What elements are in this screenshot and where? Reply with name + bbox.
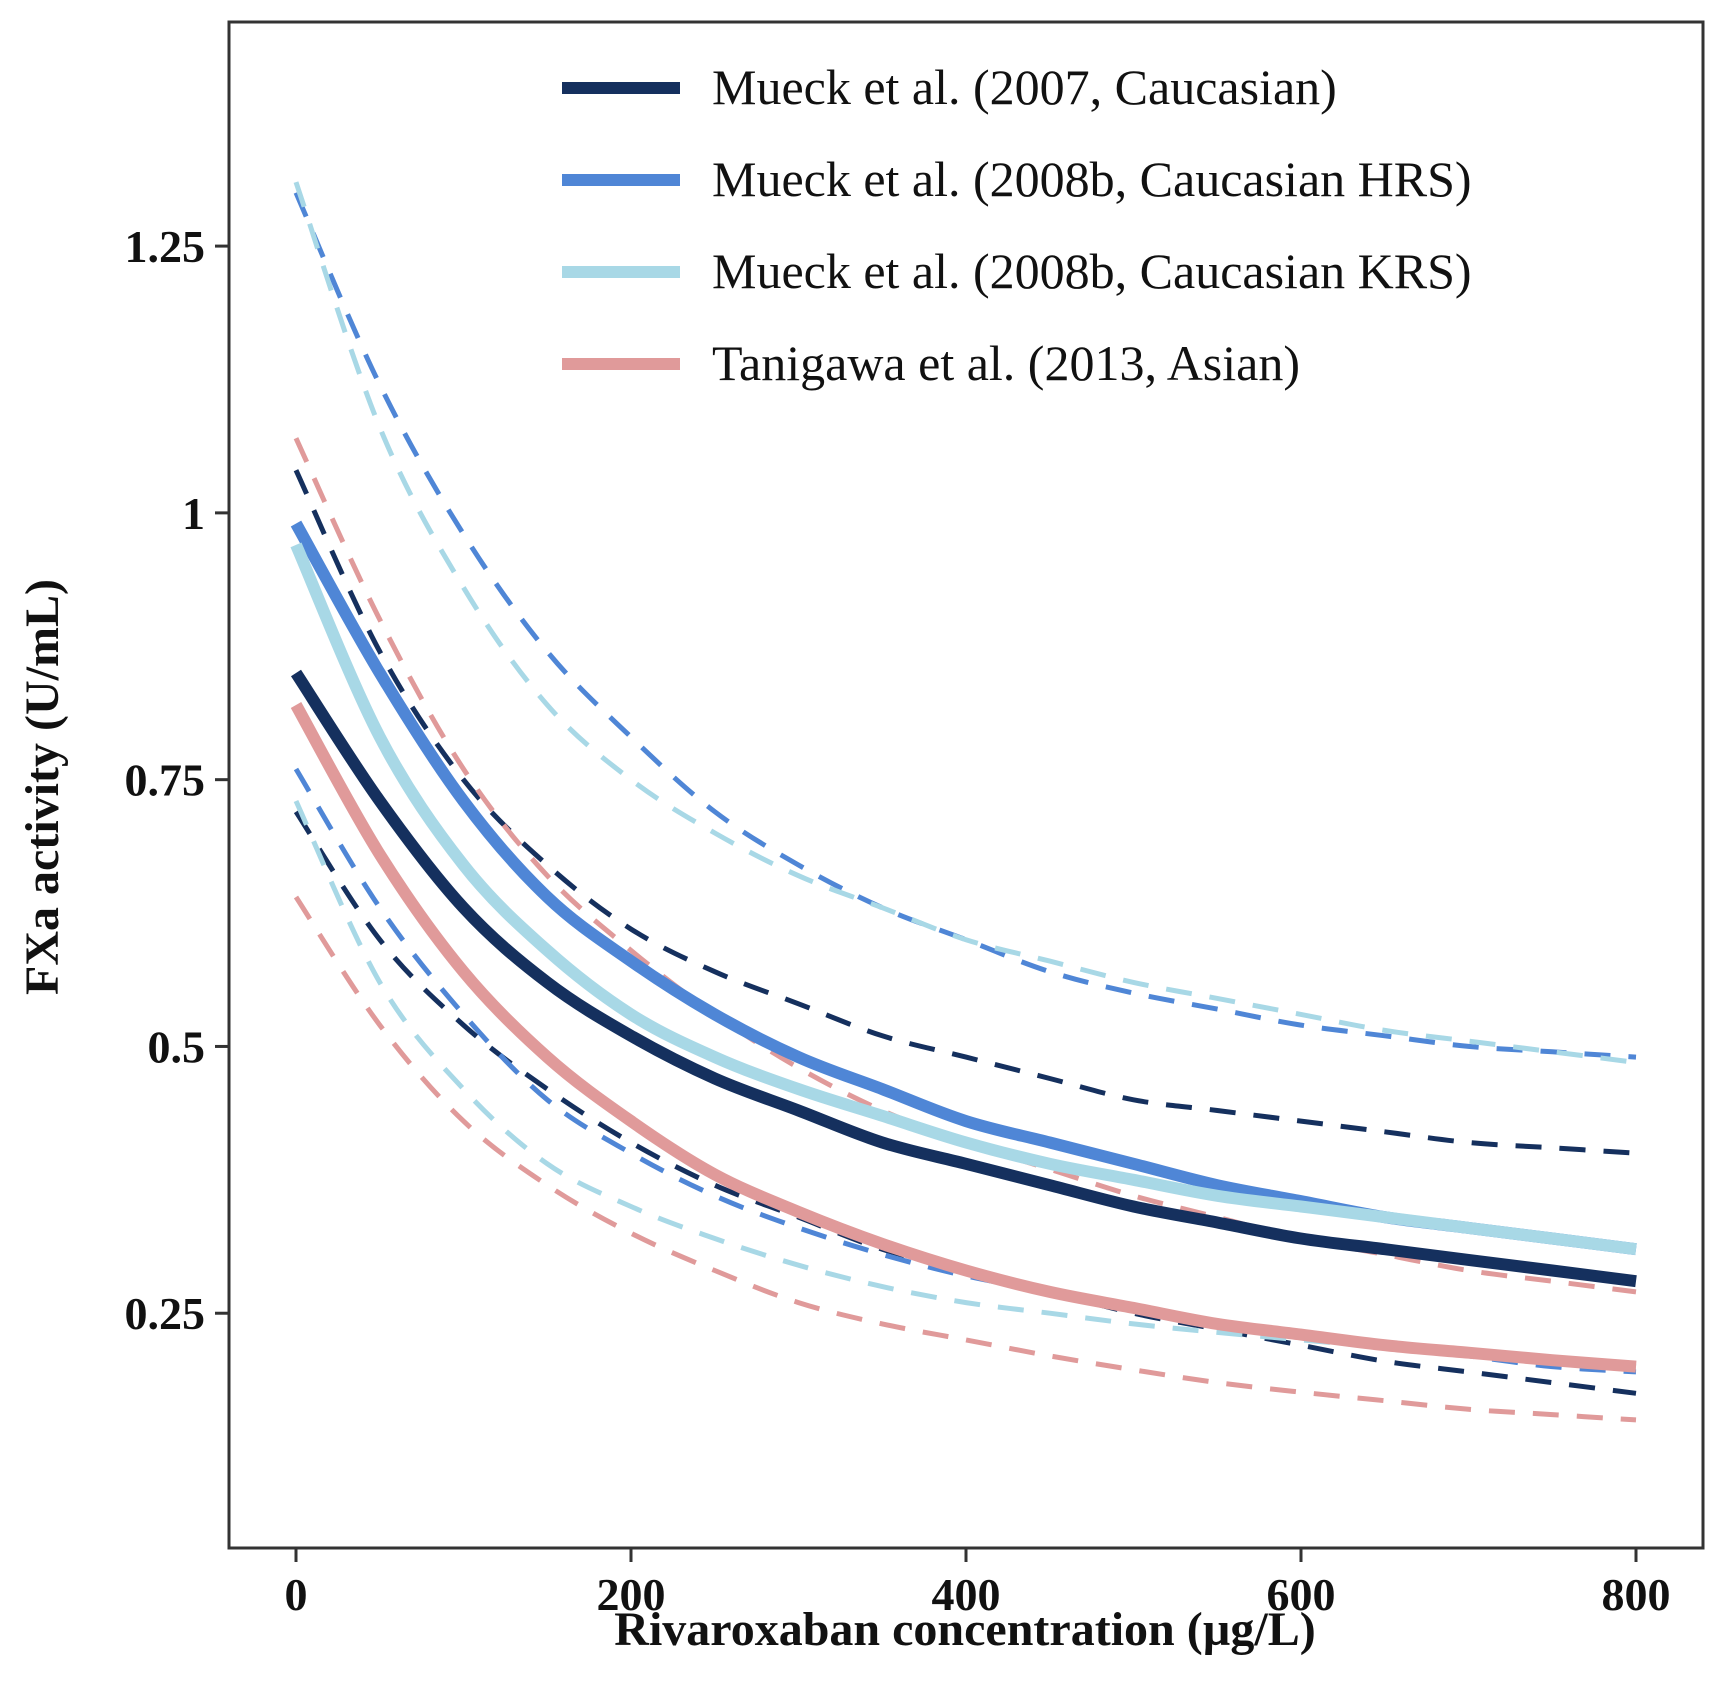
series-1-lower-bound bbox=[293, 810, 1637, 1396]
series-2-lower-bound bbox=[293, 767, 1637, 1375]
y-tick-label: 0.75 bbox=[125, 755, 206, 806]
series-3-upper-bound bbox=[293, 181, 1637, 1065]
series-1-line bbox=[290, 669, 1637, 1288]
legend-label-4: Tanigawa et al. (2013, Asian) bbox=[712, 335, 1300, 391]
x-axis-title: Rivaroxaban concentration (µg/L) bbox=[614, 1603, 1315, 1656]
series-3-line bbox=[290, 542, 1637, 1256]
legend-label-2: Mueck et al. (2008b, Caucasian HRS) bbox=[712, 151, 1472, 207]
y-tick-label: 1 bbox=[182, 488, 205, 539]
legend: Mueck et al. (2007, Caucasian) Mueck et a… bbox=[562, 59, 1472, 391]
axes: 0 200 400 600 800 0.25 0.5 0.75 1 1.25 Rivaroxab… bbox=[16, 221, 1671, 1656]
x-tick-label: 800 bbox=[1602, 1569, 1671, 1620]
series-4-line bbox=[290, 702, 1637, 1373]
y-tick-label: 0.5 bbox=[148, 1021, 206, 1072]
series-4-lower-bound bbox=[293, 895, 1637, 1423]
series-2-upper-bound bbox=[293, 191, 1637, 1060]
x-tick-label: 0 bbox=[285, 1569, 308, 1620]
series-1-upper-bound bbox=[293, 469, 1637, 1156]
y-axis-ticks: 0.25 0.5 0.75 1 1.25 bbox=[125, 221, 229, 1339]
x-tick-label: 200 bbox=[597, 1569, 666, 1620]
y-tick-label: 0.25 bbox=[125, 1288, 206, 1339]
series-4-upper-bound bbox=[293, 437, 1637, 1295]
mean-curves bbox=[290, 520, 1637, 1373]
y-tick-label: 1.25 bbox=[125, 221, 206, 272]
y-axis-title: FXa activity (U/mL) bbox=[16, 579, 69, 995]
legend-label-3: Mueck et al. (2008b, Caucasian KRS) bbox=[712, 243, 1472, 299]
series-3-lower-bound bbox=[293, 799, 1637, 1370]
x-tick-label: 600 bbox=[1267, 1569, 1336, 1620]
x-tick-label: 400 bbox=[932, 1569, 1001, 1620]
legend-label-1: Mueck et al. (2007, Caucasian) bbox=[712, 59, 1337, 115]
x-axis-ticks: 0 200 400 600 800 bbox=[285, 1548, 1671, 1620]
